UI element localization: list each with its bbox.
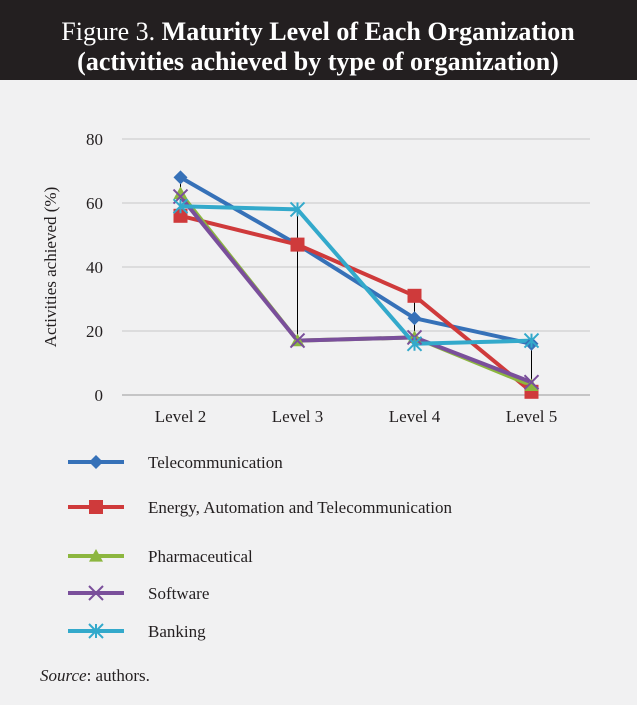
x-tick-label: Level 2 [155, 407, 206, 426]
series-markers [172, 198, 540, 352]
title: Maturity Level of Each Organization [162, 17, 576, 46]
subtitle: (activities achieved by type of organiza… [77, 47, 559, 76]
legend-marker [88, 623, 104, 639]
legend-marker [89, 455, 103, 469]
marker [407, 288, 422, 303]
legend-label: Software [148, 584, 209, 603]
marker [524, 378, 539, 391]
x-tick-label: Level 3 [272, 407, 323, 426]
source: Source: authors. [40, 666, 150, 685]
series [178, 195, 533, 385]
source-label: Source [40, 666, 87, 685]
x-tick-label: Level 5 [506, 407, 557, 426]
marker [407, 311, 422, 326]
y-tick-label: 60 [86, 194, 103, 213]
legend-label: Telecommunication [148, 453, 283, 472]
series [179, 175, 532, 346]
marker [290, 237, 305, 252]
marker [523, 374, 540, 390]
legend-label: Pharmaceutical [148, 547, 253, 566]
marker [523, 332, 540, 349]
marker [173, 208, 188, 223]
marker [289, 332, 306, 349]
figure-label: Figure 3. [61, 17, 155, 46]
series-line [179, 175, 532, 346]
y-tick-label: 20 [86, 322, 103, 341]
legend-marker [89, 549, 103, 562]
y-tick-label: 0 [95, 386, 104, 405]
marker [406, 336, 423, 352]
series [180, 204, 532, 346]
legend-label: Energy, Automation and Telecommunication [148, 498, 452, 517]
title-bar [0, 0, 637, 80]
y-axis-label: Activities achieved (%) [41, 187, 60, 348]
chart-title: Figure 3. Maturity Level of Each Organiz… [61, 17, 575, 46]
marker [289, 201, 306, 218]
legend-marker [88, 585, 104, 601]
x-tick-label: Level 4 [389, 407, 441, 426]
marker [173, 186, 188, 199]
y-tick-label: 80 [86, 130, 103, 149]
y-tick-label: 40 [86, 258, 103, 277]
marker [172, 198, 189, 214]
legend-label: Banking [148, 622, 206, 641]
series-line [180, 204, 532, 346]
source-text: : authors. [87, 666, 150, 685]
legend-marker [89, 500, 103, 514]
marker [173, 170, 188, 185]
series-line [178, 195, 533, 385]
